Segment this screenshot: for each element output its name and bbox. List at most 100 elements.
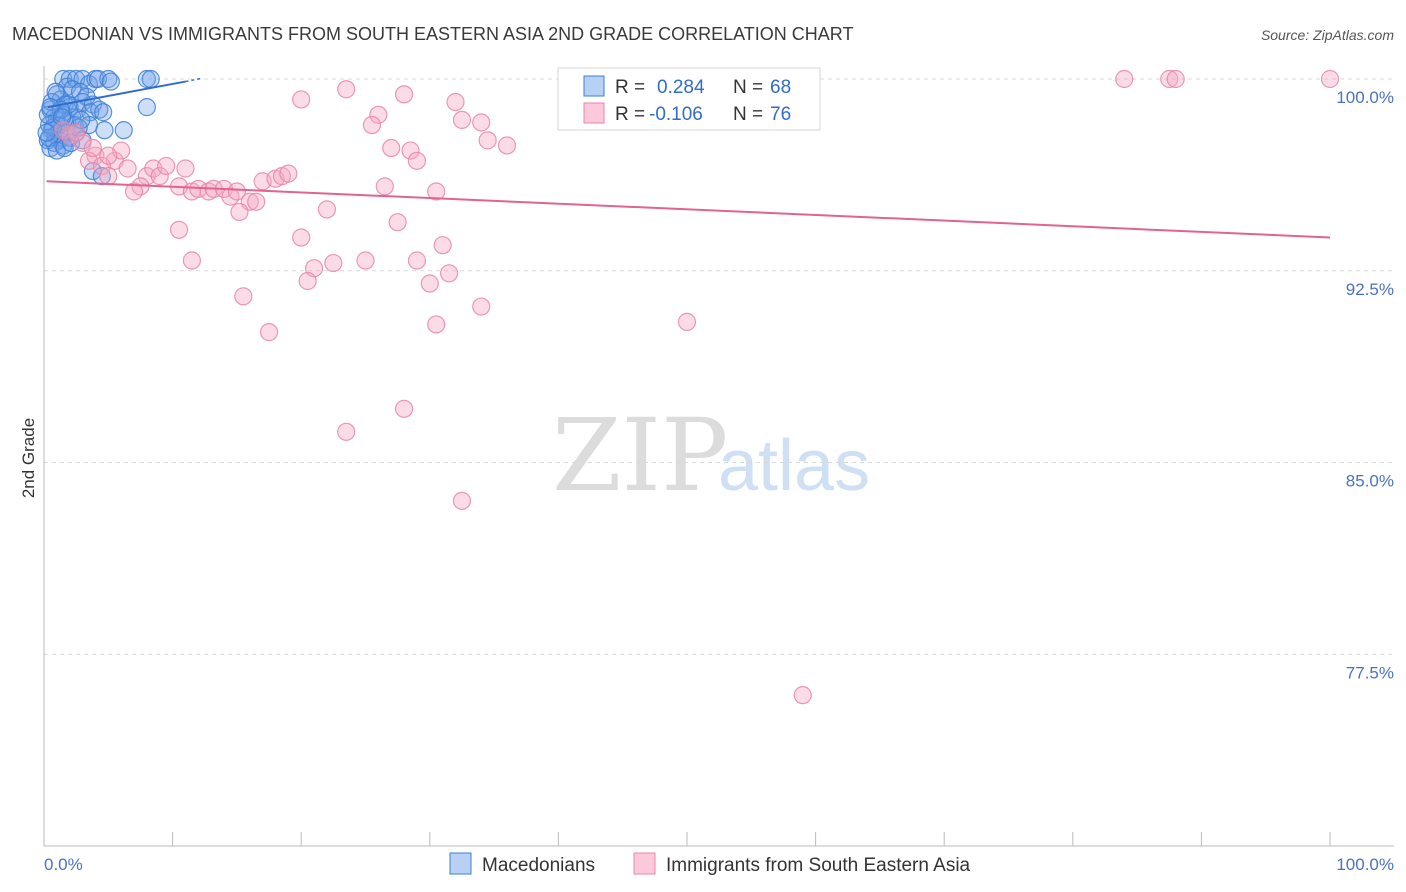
point-series1-50 — [169, 220, 189, 239]
trend-line-series0 — [47, 80, 186, 109]
bottom-legend-label-macedonians: Macedonians — [482, 855, 595, 876]
y-tick-label-3: 77.5% — [1346, 663, 1394, 682]
point-series1-63 — [259, 323, 279, 342]
point-series0-62 — [46, 82, 65, 101]
point-series1-10 — [362, 115, 382, 135]
point-series1-65 — [677, 312, 697, 331]
point-series1-69 — [793, 686, 812, 705]
gridlines — [44, 78, 1394, 655]
y-tick-label-1: 92.5% — [1346, 280, 1394, 299]
bottom-legend: Macedonians Immigrants from South Easter… — [449, 852, 971, 876]
data-points — [37, 69, 1340, 705]
point-series1-62 — [472, 297, 491, 316]
watermark-atlas: atlas — [718, 426, 870, 506]
y-axis-label: 2nd Grade — [19, 418, 38, 498]
point-series0-51 — [137, 98, 156, 117]
point-series1-68 — [452, 491, 472, 510]
trend-line-series0-extension — [185, 77, 202, 83]
watermark-zip: ZIP — [552, 397, 728, 514]
point-series1-25 — [99, 167, 118, 186]
point-series1-13 — [382, 138, 401, 158]
point-series1-41 — [247, 192, 266, 211]
legend-n-value-immigrants-se-asia: 76 — [770, 104, 791, 125]
bottom-legend-label-immigrants-se-asia: Immigrants from South Eastern Asia — [666, 855, 971, 876]
point-series1-7 — [446, 92, 465, 112]
bottom-legend-swatch-macedonians — [449, 852, 472, 875]
point-series1-73 — [99, 146, 118, 165]
point-series1-70 — [176, 159, 195, 178]
point-series1-60 — [420, 274, 439, 293]
watermark: ZIP atlas — [552, 397, 870, 514]
legend-r-value-immigrants-se-asia: -0.106 — [649, 104, 703, 125]
point-series1-53 — [182, 251, 201, 270]
point-series1-52 — [433, 236, 452, 255]
point-series1-3 — [1166, 69, 1185, 89]
point-series0-8 — [99, 69, 118, 89]
point-series1-75 — [83, 138, 102, 158]
point-series1-4 — [337, 80, 356, 99]
point-series1-24 — [92, 156, 111, 176]
point-series1-51 — [292, 228, 311, 247]
point-series1-28 — [150, 167, 169, 186]
legend-swatch-macedonians — [583, 75, 605, 97]
point-series1-67 — [337, 422, 356, 441]
legend-r-label-immigrants-se-asia: R = — [615, 104, 645, 125]
point-series1-5 — [394, 85, 414, 104]
point-series1-39 — [227, 182, 246, 201]
x-tick-label-left: 0.0% — [44, 855, 83, 874]
point-series1-8 — [369, 105, 388, 124]
point-series1-31 — [124, 182, 144, 201]
point-series1-6 — [292, 90, 311, 109]
point-series1-9 — [452, 110, 472, 130]
x-tick-label-right: 100.0% — [1336, 855, 1394, 874]
point-series1-74 — [67, 123, 86, 142]
y-tick-label-2: 85.0% — [1346, 472, 1394, 491]
point-series1-12 — [478, 131, 497, 150]
x-tick-marks — [43, 832, 1331, 846]
point-series1-2 — [1160, 69, 1179, 89]
point-series1-66 — [394, 399, 414, 418]
legend-n-value-macedonians: 68 — [770, 77, 791, 98]
legend-swatch-immigrants-se-asia — [583, 102, 605, 124]
point-series0-11 — [141, 69, 160, 89]
y-tick-labels: 100.0% 92.5% 85.0% 77.5% — [1336, 88, 1394, 682]
point-series1-15 — [497, 136, 517, 155]
point-series1-22 — [118, 159, 137, 178]
point-series1-14 — [401, 141, 420, 160]
point-series1-48 — [230, 202, 249, 222]
point-series1-64 — [427, 315, 446, 334]
point-series1-29 — [157, 156, 176, 176]
trend-line-series1 — [46, 180, 1331, 239]
legend-r-label-macedonians: R = — [615, 77, 645, 98]
legend-r-value-macedonians: 0.284 — [657, 77, 705, 98]
point-series1-61 — [234, 287, 253, 306]
point-series1-1 — [1115, 69, 1134, 89]
point-series1-45 — [375, 177, 394, 196]
legend-n-label-macedonians: N = — [733, 77, 763, 98]
point-series0-49 — [95, 121, 114, 140]
point-series0-63 — [94, 103, 113, 122]
point-series1-49 — [388, 213, 407, 232]
point-series1-19 — [73, 133, 92, 153]
point-series1-16 — [407, 151, 427, 170]
chart-source: Source: ZipAtlas.com — [1261, 27, 1394, 43]
trend-lines — [46, 77, 1331, 239]
legend: R = 0.284 N = 68 R = -0.106 N = 76 — [557, 67, 821, 131]
point-series1-11 — [472, 113, 491, 132]
point-series1-47 — [317, 200, 337, 219]
point-series1-56 — [356, 251, 375, 270]
point-series0-10 — [137, 69, 156, 89]
bottom-legend-swatch-immigrants-se-asia — [633, 852, 656, 875]
chart-title: MACEDONIAN VS IMMIGRANTS FROM SOUTH EAST… — [12, 24, 853, 44]
point-series0-50 — [114, 121, 133, 140]
point-series1-58 — [439, 264, 459, 283]
axes — [43, 66, 1394, 847]
point-series1-0 — [1320, 69, 1340, 89]
y-tick-label-0: 100.0% — [1336, 88, 1394, 107]
point-series1-59 — [298, 271, 317, 291]
legend-n-label-immigrants-se-asia: N = — [733, 104, 763, 125]
point-series1-55 — [324, 253, 343, 273]
point-series1-46 — [427, 182, 446, 201]
point-series1-57 — [407, 251, 427, 270]
